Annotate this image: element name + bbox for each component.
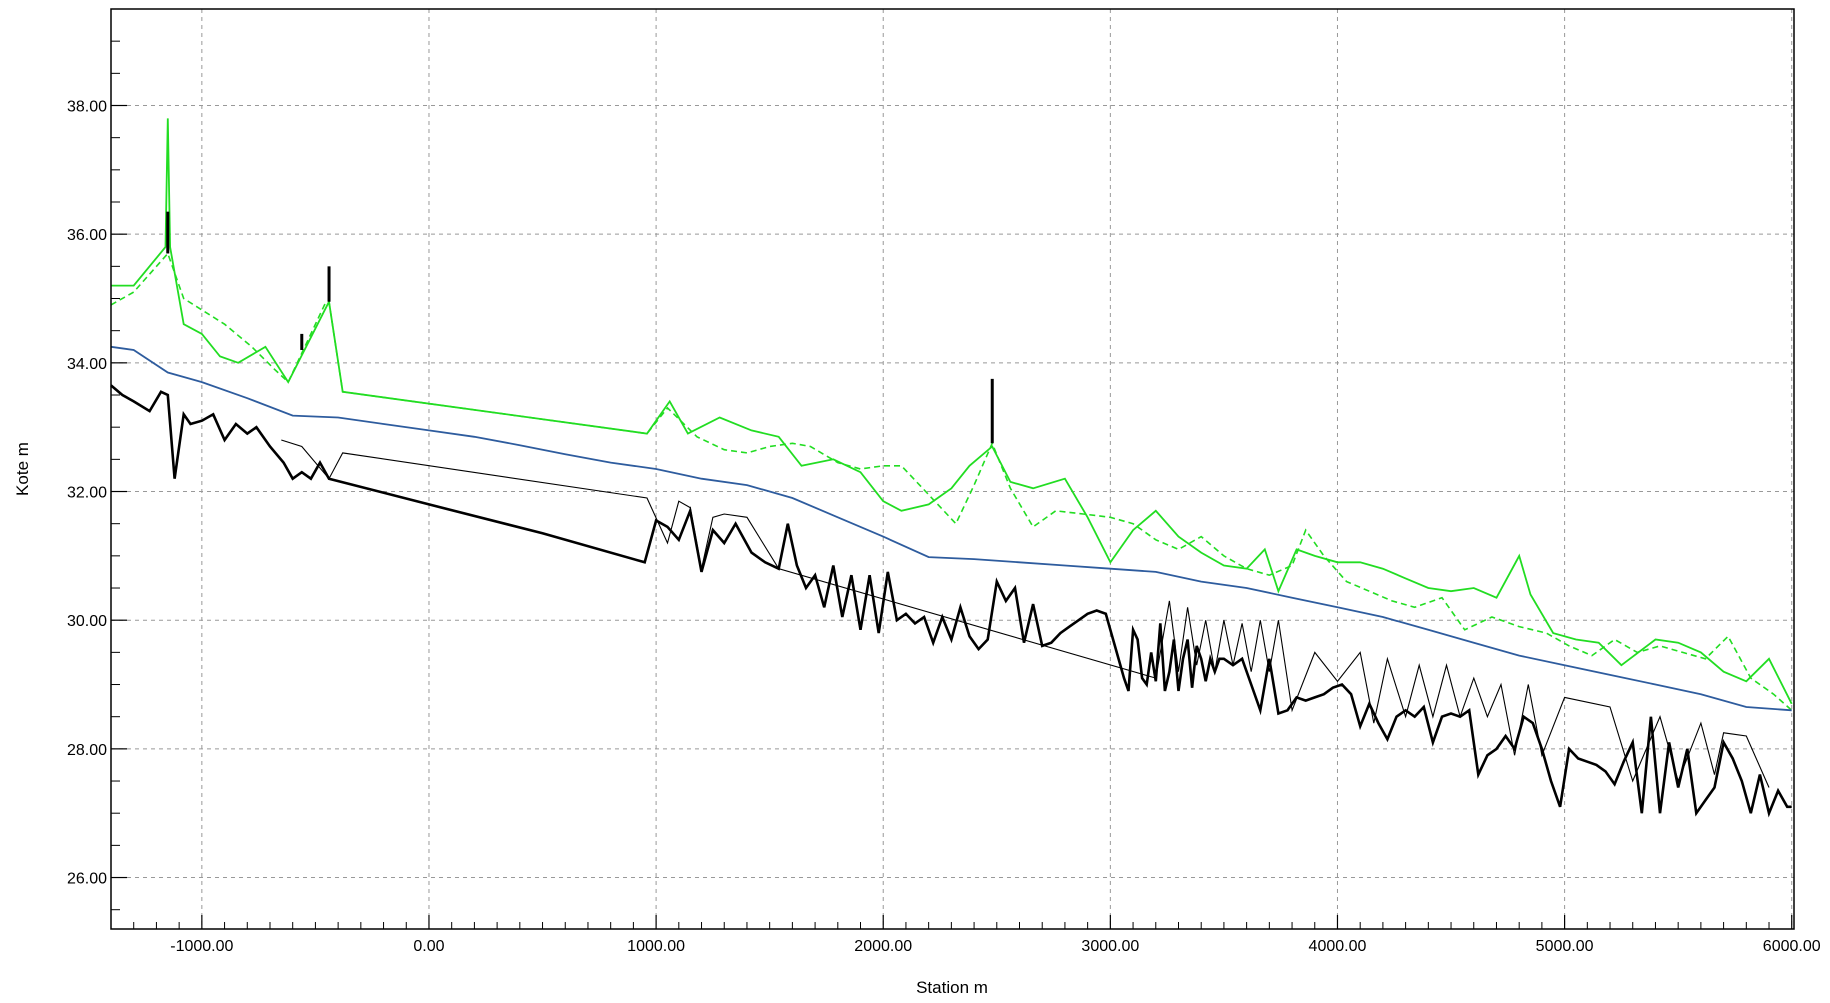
x-axis-label: Station m: [916, 978, 988, 997]
x-tick-label: 5000.00: [1536, 938, 1594, 955]
y-tick-label: 30.00: [67, 613, 107, 630]
y-tick-label: 34.00: [67, 356, 107, 373]
x-tick-label: 1000.00: [627, 938, 685, 955]
y-tick-label: 26.00: [67, 871, 107, 888]
y-tick-label: 38.00: [67, 99, 107, 116]
plot-frame: [110, 8, 1795, 930]
series-line-black-thick: [110, 384, 1792, 818]
y-tick-label: 36.00: [67, 227, 107, 244]
x-tick-label: 3000.00: [1081, 938, 1139, 955]
tick-marks: [110, 8, 1793, 929]
series-line-blue: [110, 345, 1792, 712]
x-tick-label: 2000.00: [854, 938, 912, 955]
y-axis-label: Kote m: [13, 442, 32, 496]
x-tick-label: 6000.00: [1763, 938, 1821, 955]
y-tick-labels: 26.00 28.00 30.00 32.00 34.00 36.00 38.00: [67, 99, 107, 888]
series-line-green-dashed: [110, 251, 1793, 711]
y-tick-label: 28.00: [67, 742, 107, 759]
x-tick-label: -1000.00: [170, 938, 233, 955]
x-tick-labels: -1000.00 0.00 1000.00 2000.00 3000.00 4000.00…: [170, 938, 1820, 955]
series-line-black-thin: [281, 439, 1770, 788]
series-line-green-solid: [111, 118, 1793, 705]
x-tick-label: 0.00: [413, 938, 444, 955]
y-tick-label: 32.00: [67, 485, 107, 502]
x-tick-label: 4000.00: [1309, 938, 1367, 955]
series-group: [110, 118, 1793, 818]
plot-area: [111, 9, 1794, 929]
